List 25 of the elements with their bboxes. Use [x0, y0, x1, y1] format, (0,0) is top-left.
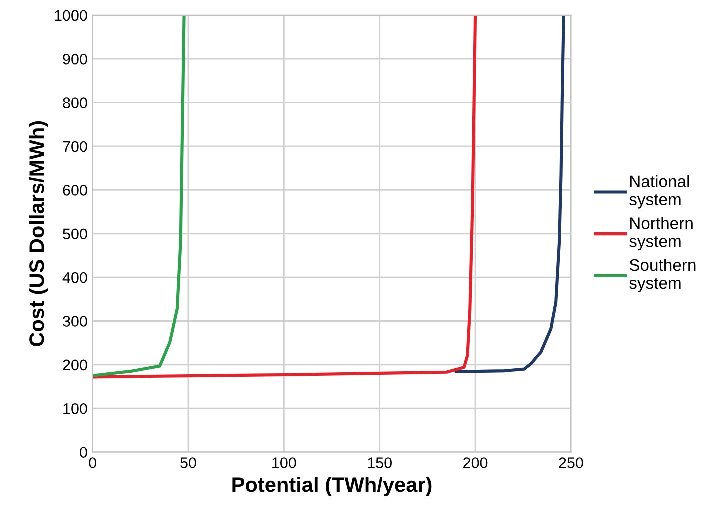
y-tick-label: 500 — [63, 228, 88, 240]
legend-label: Northern system — [630, 217, 693, 251]
y-tick-label: 400 — [62, 272, 88, 284]
line-series — [92, 15, 478, 379]
x-tick-label: 50 — [180, 458, 196, 468]
y-tick-label: 1000 — [55, 10, 88, 22]
y-tick-label: 700 — [63, 141, 88, 152]
legend-label: National system — [630, 175, 690, 209]
y-tick-label: 100 — [64, 404, 88, 414]
y-tick-label: 800 — [63, 98, 88, 108]
x-tick-label: 200 — [464, 458, 488, 468]
y-tick-label: 300 — [63, 316, 88, 327]
x-tick-label: 100 — [272, 458, 296, 468]
x-axis-title: Potential (TWh/year) — [232, 476, 432, 496]
y-tick-label: 600 — [63, 185, 88, 196]
legend-label: Southern system — [630, 258, 696, 292]
line-series — [92, 15, 186, 378]
y-tick-label: 200 — [63, 360, 88, 371]
line-series — [454, 15, 566, 374]
x-tick-label: 0 — [89, 458, 96, 468]
y-tick-label: 0 — [80, 447, 88, 458]
x-tick-label: 150 — [368, 458, 392, 468]
y-tick-label: 900 — [63, 54, 88, 65]
y-axis-title: Cost (US Dollars/MWh) — [29, 121, 48, 346]
x-tick-label: 250 — [559, 458, 584, 468]
